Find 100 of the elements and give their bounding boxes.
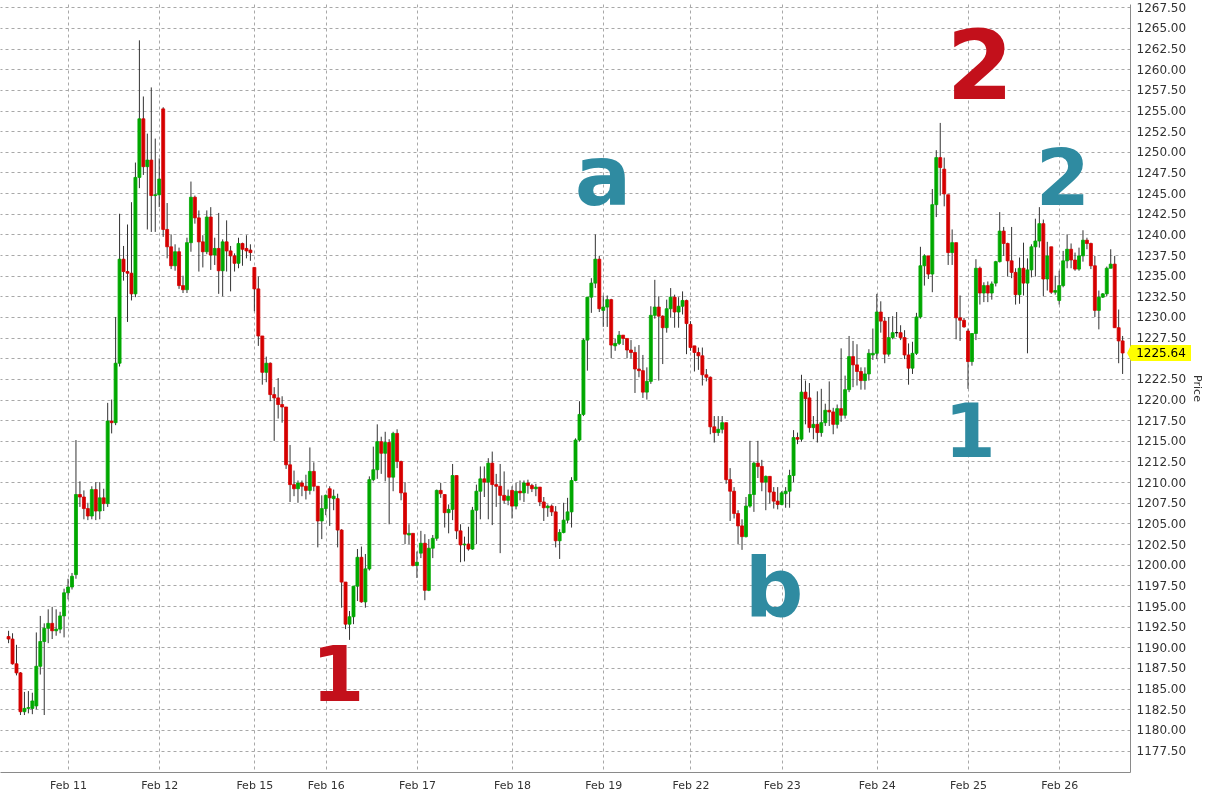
y-tick-label: 1250.00 bbox=[1136, 145, 1187, 160]
candlestick bbox=[462, 536, 467, 562]
candlestick bbox=[1096, 290, 1101, 330]
y-tick-label: 1255.00 bbox=[1136, 104, 1187, 119]
y-tick-label: 1182.50 bbox=[1136, 702, 1187, 717]
y-tick-label: 1227.50 bbox=[1136, 331, 1187, 346]
y-tick-label: 1240.00 bbox=[1136, 227, 1187, 242]
x-tick-label: Feb 24 bbox=[858, 778, 896, 792]
candlestick bbox=[212, 237, 217, 266]
y-tick-label: 1205.00 bbox=[1136, 516, 1187, 531]
y-tick-label: 1177.50 bbox=[1136, 744, 1187, 759]
candlestick bbox=[490, 451, 495, 526]
x-tick-label: Feb 15 bbox=[236, 778, 274, 792]
annotation: 1 bbox=[311, 630, 365, 719]
candlestick bbox=[264, 356, 269, 383]
candlestick bbox=[815, 390, 820, 443]
candlestick bbox=[173, 243, 177, 272]
x-tick-label: Feb 16 bbox=[307, 778, 345, 792]
x-tick-label: Feb 23 bbox=[763, 778, 801, 792]
candlestick bbox=[938, 122, 943, 197]
candlestick bbox=[50, 606, 55, 640]
y-axis-title: Price bbox=[1191, 375, 1205, 403]
candlestick bbox=[533, 483, 538, 497]
y-tick-label: 1210.00 bbox=[1136, 475, 1187, 490]
x-tick-label: Feb 12 bbox=[141, 778, 179, 792]
annotation: b bbox=[744, 540, 804, 635]
y-tick-label: 1180.00 bbox=[1136, 723, 1187, 738]
y-tick-label: 1257.50 bbox=[1136, 83, 1187, 98]
annotation: 1 bbox=[944, 388, 996, 474]
x-tick-label: Feb 26 bbox=[1041, 778, 1079, 792]
candlestick bbox=[985, 280, 990, 303]
candlestick bbox=[486, 457, 491, 520]
candlestick bbox=[851, 340, 855, 388]
candlestick bbox=[216, 212, 221, 295]
annotation: a bbox=[574, 127, 632, 225]
y-tick-label: 1222.50 bbox=[1136, 372, 1187, 387]
y-tick-label: 1200.00 bbox=[1136, 558, 1187, 573]
y-tick-label: 1187.50 bbox=[1136, 661, 1187, 676]
candlestick bbox=[775, 486, 780, 510]
y-tick-label: 1185.00 bbox=[1136, 682, 1187, 697]
y-tick-label: 1265.00 bbox=[1136, 21, 1187, 36]
y-tick-label: 1252.50 bbox=[1136, 124, 1187, 139]
y-tick-label: 1192.50 bbox=[1136, 620, 1187, 635]
candlestick bbox=[22, 691, 27, 716]
candlestick bbox=[886, 316, 891, 358]
candlestick bbox=[482, 465, 487, 498]
y-tick-label: 1207.50 bbox=[1136, 496, 1187, 511]
candlestick bbox=[518, 479, 522, 501]
candlestick bbox=[97, 481, 102, 520]
y-tick-label: 1267.50 bbox=[1136, 0, 1187, 15]
annotation: 2 bbox=[946, 10, 1014, 122]
candlestick bbox=[827, 380, 832, 427]
candlestick bbox=[379, 436, 384, 475]
candlestick bbox=[981, 281, 986, 303]
x-tick-label: Feb 18 bbox=[494, 778, 532, 792]
candlestick bbox=[950, 228, 955, 266]
y-tick-label: 1215.00 bbox=[1136, 434, 1187, 449]
x-tick-label: Feb 17 bbox=[398, 778, 436, 792]
x-tick-label: Feb 25 bbox=[950, 778, 987, 792]
candlestick bbox=[767, 475, 772, 505]
y-tick-label: 1220.00 bbox=[1136, 393, 1187, 408]
y-tick-label: 1237.50 bbox=[1136, 248, 1187, 263]
candlestick bbox=[145, 133, 150, 230]
candlestick bbox=[498, 463, 503, 554]
candlestick bbox=[811, 415, 816, 440]
y-tick-label: 1217.50 bbox=[1136, 413, 1187, 428]
candlestick bbox=[763, 475, 768, 511]
candlestick bbox=[625, 337, 629, 359]
candlestick bbox=[506, 489, 511, 506]
y-tick-label: 1232.50 bbox=[1136, 289, 1187, 304]
x-tick-label: Feb 22 bbox=[672, 778, 710, 792]
candlestick bbox=[26, 690, 31, 714]
candlestick bbox=[526, 479, 530, 495]
candlestick bbox=[153, 138, 158, 233]
candlestick bbox=[1045, 241, 1050, 292]
y-tick-label: 1235.00 bbox=[1136, 269, 1187, 284]
annotation: 2 bbox=[1035, 133, 1091, 223]
candlestick bbox=[307, 446, 312, 496]
candlestick bbox=[54, 608, 59, 637]
candlestick bbox=[605, 295, 610, 328]
candlestick bbox=[101, 488, 106, 512]
x-tick-label: Feb 11 bbox=[50, 778, 88, 792]
candlestick bbox=[522, 479, 526, 503]
y-tick-label: 1262.50 bbox=[1136, 42, 1187, 57]
candlestick bbox=[656, 295, 661, 382]
candlestick bbox=[109, 399, 114, 434]
text: 1225.64 bbox=[1136, 345, 1186, 360]
candlestick bbox=[319, 494, 324, 540]
y-tick-label: 1195.00 bbox=[1136, 599, 1187, 614]
y-tick-label: 1190.00 bbox=[1136, 640, 1187, 655]
candlestick bbox=[304, 474, 308, 500]
candlestick bbox=[514, 482, 518, 510]
y-tick-label: 1197.50 bbox=[1136, 578, 1187, 593]
candlestick bbox=[855, 343, 859, 387]
candlestick bbox=[383, 431, 388, 482]
y-tick-label: 1242.50 bbox=[1136, 207, 1187, 222]
candlestick bbox=[510, 485, 514, 519]
candlestick bbox=[1001, 226, 1006, 257]
candlestick bbox=[300, 479, 304, 497]
candlestick bbox=[1069, 242, 1073, 269]
